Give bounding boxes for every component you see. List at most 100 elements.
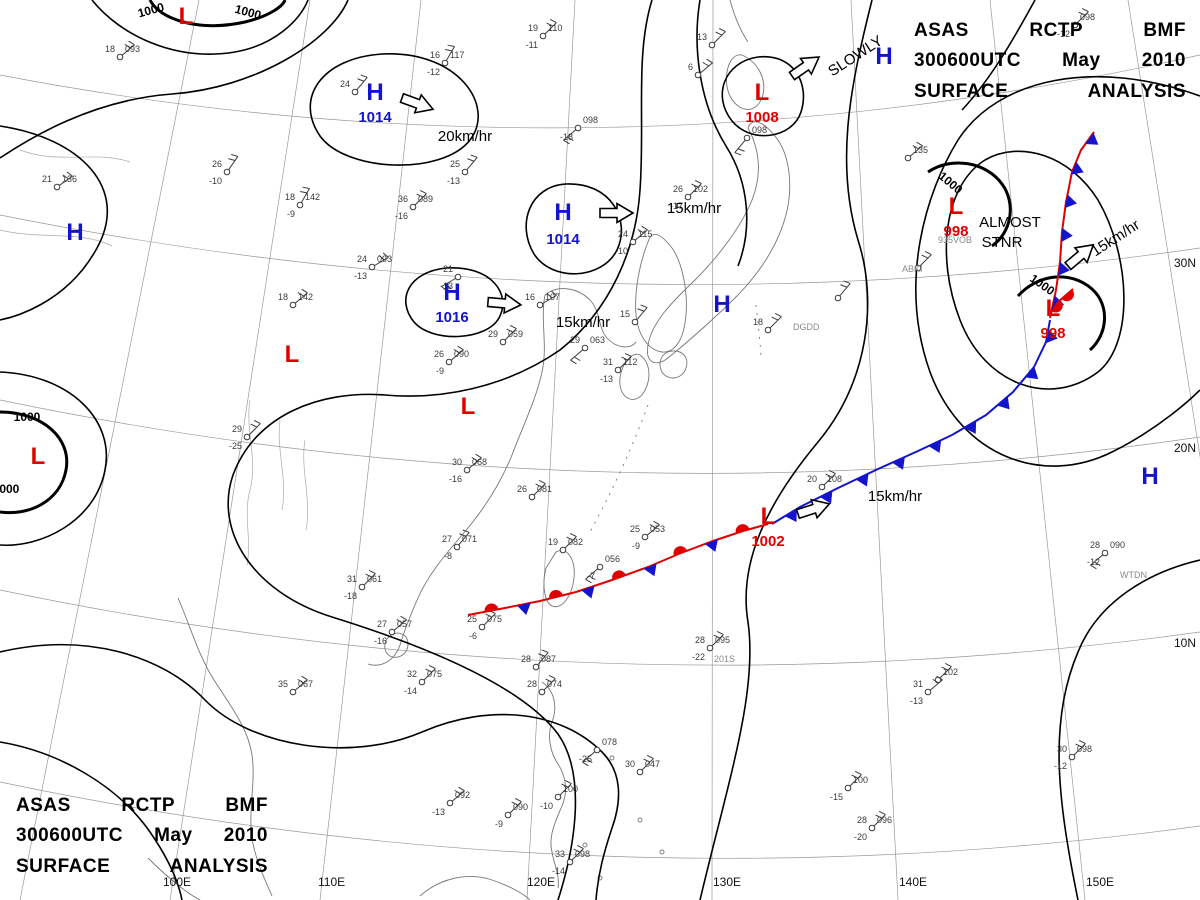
wind-barb-tick (546, 293, 553, 299)
station-temperature: 25 (467, 614, 477, 624)
wind-barb-tick (734, 152, 742, 156)
low-pressure-center: L (285, 341, 300, 368)
station-plot: 18 142 (278, 288, 313, 309)
station-dewpoint: -7 (587, 571, 595, 581)
wind-barb-tick (514, 798, 522, 803)
station-pressure: 092 (455, 790, 470, 800)
station-dewpoint: -14 (552, 866, 565, 876)
station-temperature: 30 (452, 457, 462, 467)
wind-barb-tick (573, 848, 581, 853)
movement-arrow (599, 202, 635, 224)
station-plot: 135 (904, 141, 928, 162)
station-pressure: 081 (537, 484, 552, 494)
cold-front-triangle (1070, 161, 1084, 175)
warm-front-semicircle (484, 603, 499, 612)
station-plot: 30 047 (625, 755, 660, 776)
station-plot: 18 142 -9 (285, 186, 320, 219)
wind-barb-tick (511, 801, 519, 806)
station-pressure: 108 (827, 474, 842, 484)
island-dot (659, 849, 665, 855)
wind-barb (294, 679, 308, 691)
wind-barb (559, 783, 572, 796)
station-temperature: 30 (1057, 744, 1067, 754)
station-temperature: 24 (618, 229, 628, 239)
pressure-value: 998 (1040, 325, 1065, 342)
warm-front (1048, 288, 1074, 317)
wind-barb-tick (825, 473, 833, 478)
wind-barb-tick (360, 74, 368, 78)
station-circle (289, 688, 297, 696)
movement-label: 15km/hr (667, 200, 721, 217)
pressure-symbol: H (443, 279, 460, 306)
station-circle (528, 493, 536, 501)
station-circle (116, 53, 124, 61)
pressure-symbol: L (179, 3, 194, 30)
wind-barb-tick (445, 283, 452, 289)
station-circle (631, 318, 639, 326)
wind-barb-tick (706, 58, 713, 64)
station-plot: 19 110 -11 (526, 19, 562, 50)
station-circle (868, 824, 876, 832)
station-dewpoint: -13 (600, 374, 613, 384)
wind-barb (689, 183, 702, 196)
station-temperature: 13 (697, 32, 707, 42)
wind-barb-tick (428, 665, 436, 670)
station-dewpoint: -22 (692, 652, 705, 662)
wind-barb-tick (1081, 8, 1089, 13)
station-circle (834, 294, 842, 302)
movement-label: 20km/hr (438, 128, 492, 145)
wind-barb-tick (453, 348, 460, 354)
station-pressure: 063 (590, 335, 605, 345)
wind-barb (248, 423, 261, 436)
station-circle (554, 793, 562, 801)
station-dewpoint: -16 (449, 474, 462, 484)
station-circle (478, 623, 486, 631)
station-temperature: 6 (688, 62, 693, 72)
wind-barb (563, 129, 577, 141)
wind-barb-tick (506, 328, 514, 333)
cold-front-triangle (704, 539, 718, 552)
station-pressure: 102 (943, 667, 958, 677)
wind-barb-tick (637, 228, 644, 234)
pressure-symbol: H (66, 219, 83, 246)
station-plot: 29 -25 (229, 420, 261, 451)
wind-barb-tick (470, 154, 478, 158)
station-dewpoint: -13 (447, 176, 460, 186)
station-circle (574, 124, 582, 132)
station-circle (818, 483, 826, 491)
station-circle (358, 583, 366, 591)
wind-barb-tick (400, 615, 407, 621)
station-circle (409, 203, 417, 211)
station-pressure: 098 (752, 125, 767, 135)
pressure-value: 1016 (435, 309, 468, 326)
wind-barb-tick (1090, 564, 1097, 570)
warm-front-semicircle (612, 570, 626, 580)
wind-barb-tick (1094, 561, 1101, 567)
movement-arrow (788, 56, 821, 81)
station-pressure: 047 (645, 759, 660, 769)
station-plot: 102 (934, 663, 958, 684)
pressure-value: 1002 (751, 533, 784, 550)
station-pressure: 096 (877, 815, 892, 825)
station-temperature: 18 (285, 192, 295, 202)
station-plot: 28 087 (521, 649, 556, 671)
station-dewpoint: -13 (440, 281, 453, 291)
station-dewpoint: -12 (1057, 29, 1070, 39)
title-line-3: SURFACE ANALYSIS (914, 80, 1186, 102)
low-pressure-center: L (31, 443, 46, 470)
wind-barb-tick (302, 186, 310, 190)
station-plot: 24 115 -10 (615, 225, 652, 256)
wind-barb-tick (621, 356, 629, 361)
wind-barb-tick (1075, 743, 1083, 748)
wind-barb-tick (382, 252, 389, 258)
isobar-value-label: 1000 (0, 482, 20, 496)
wind-barb-tick (854, 771, 862, 776)
wind-barb-tick (538, 480, 546, 485)
station-temperature: 31 (347, 574, 357, 584)
station-dewpoint: -12 (427, 67, 440, 77)
station-dewpoint: -16 (374, 636, 387, 646)
